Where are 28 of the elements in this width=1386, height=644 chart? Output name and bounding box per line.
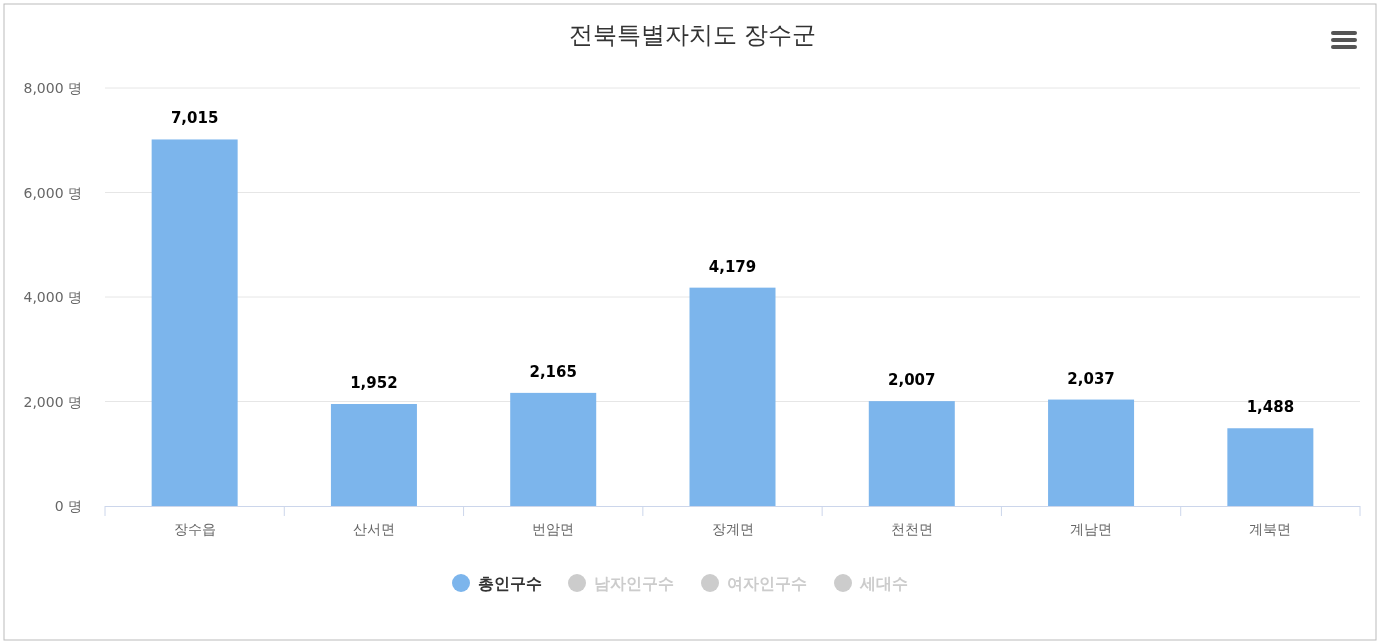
bar [689,287,776,506]
y-tick-label: 2,000 명 [23,393,82,410]
y-tick-label: 6,000 명 [23,184,82,201]
data-label: 1,488 [1246,398,1295,417]
data-label: 2,037 [1067,369,1115,388]
bar [151,139,238,506]
x-tick-label: 계북면 [1249,521,1292,537]
bar [1227,428,1314,506]
y-tick-label: 8,000 명 [23,80,82,96]
x-tick-label: 번암면 [532,521,575,537]
bar [868,401,955,506]
data-label: 7,015 [170,109,219,128]
bar [330,404,417,506]
y-tick-label: 4,000 명 [23,289,82,305]
x-tick-label: 산서면 [352,521,395,537]
chart-title: 전북특별자치도 장수군 [568,21,817,49]
x-tick-label: 천천면 [890,521,933,537]
data-label: 2,165 [529,362,577,381]
x-tick-label: 장수읍 [173,521,216,537]
x-tick-label: 계남면 [1070,521,1113,537]
bar [1048,399,1135,506]
data-label: 4,179 [708,257,757,276]
y-tick-label: 0 명 [54,498,82,514]
data-label: 1,952 [350,374,398,393]
data-label: 2,007 [888,371,936,390]
bar [510,392,597,506]
x-tick-label: 장계면 [711,521,754,537]
legend-label: 총인구수 [478,574,542,593]
